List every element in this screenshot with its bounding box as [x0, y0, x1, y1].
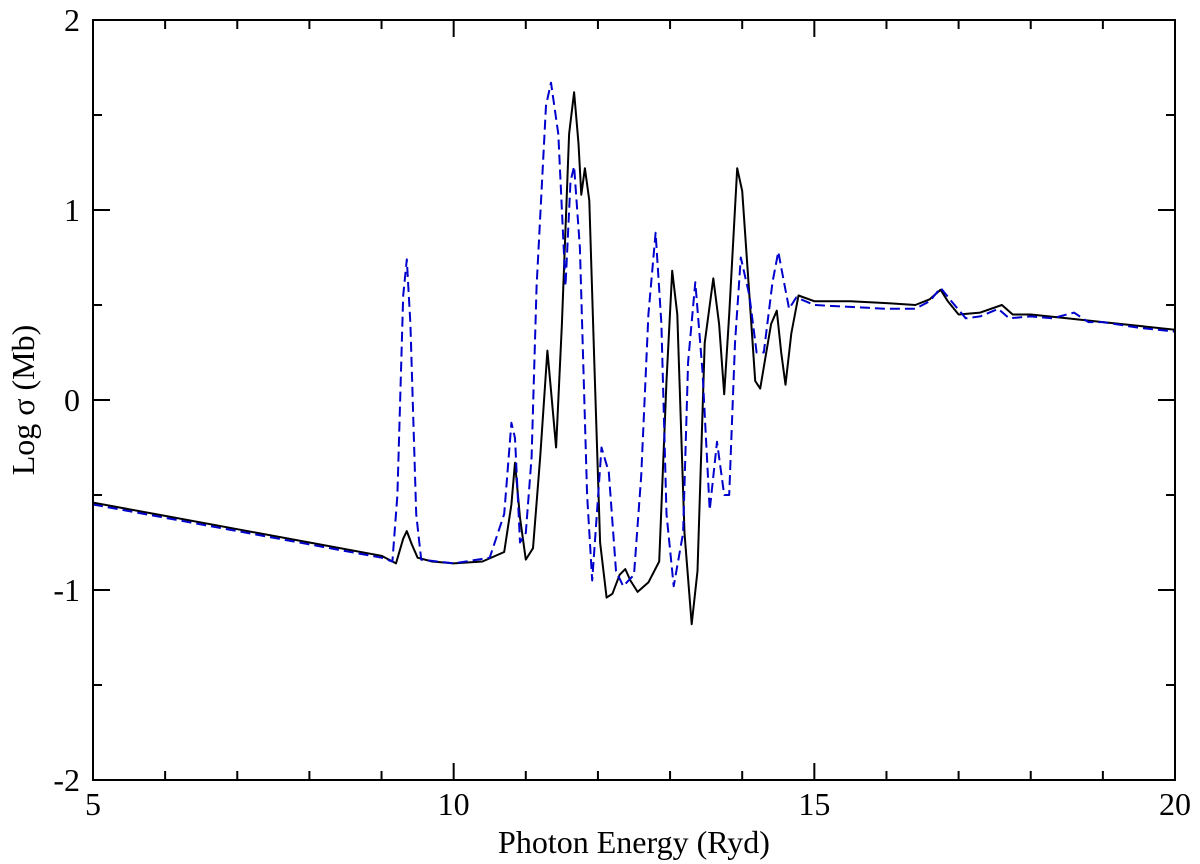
- x-axis-title: Photon Energy (Ryd): [498, 824, 770, 860]
- dashed-series-line: [93, 81, 1175, 588]
- y-tick-label: 1: [64, 192, 80, 228]
- x-tick-label: 5: [85, 786, 101, 822]
- y-tick-label: 0: [64, 382, 80, 418]
- plot-frame: [92, 19, 1176, 781]
- series-layer: [93, 81, 1175, 626]
- y-tick-label: -2: [53, 762, 80, 798]
- y-tick-label: -1: [53, 572, 80, 608]
- label-layer: 5 10 15 20 -2 -1 0 1 2: [53, 2, 1191, 822]
- x-tick-label: 15: [798, 786, 830, 822]
- solid-series-line: [93, 91, 1175, 626]
- y-tick-label: 2: [64, 2, 80, 38]
- y-axis-title: Log σ (Mb): [5, 325, 41, 476]
- x-tick-label: 10: [438, 786, 470, 822]
- x-tick-label: 20: [1159, 786, 1191, 822]
